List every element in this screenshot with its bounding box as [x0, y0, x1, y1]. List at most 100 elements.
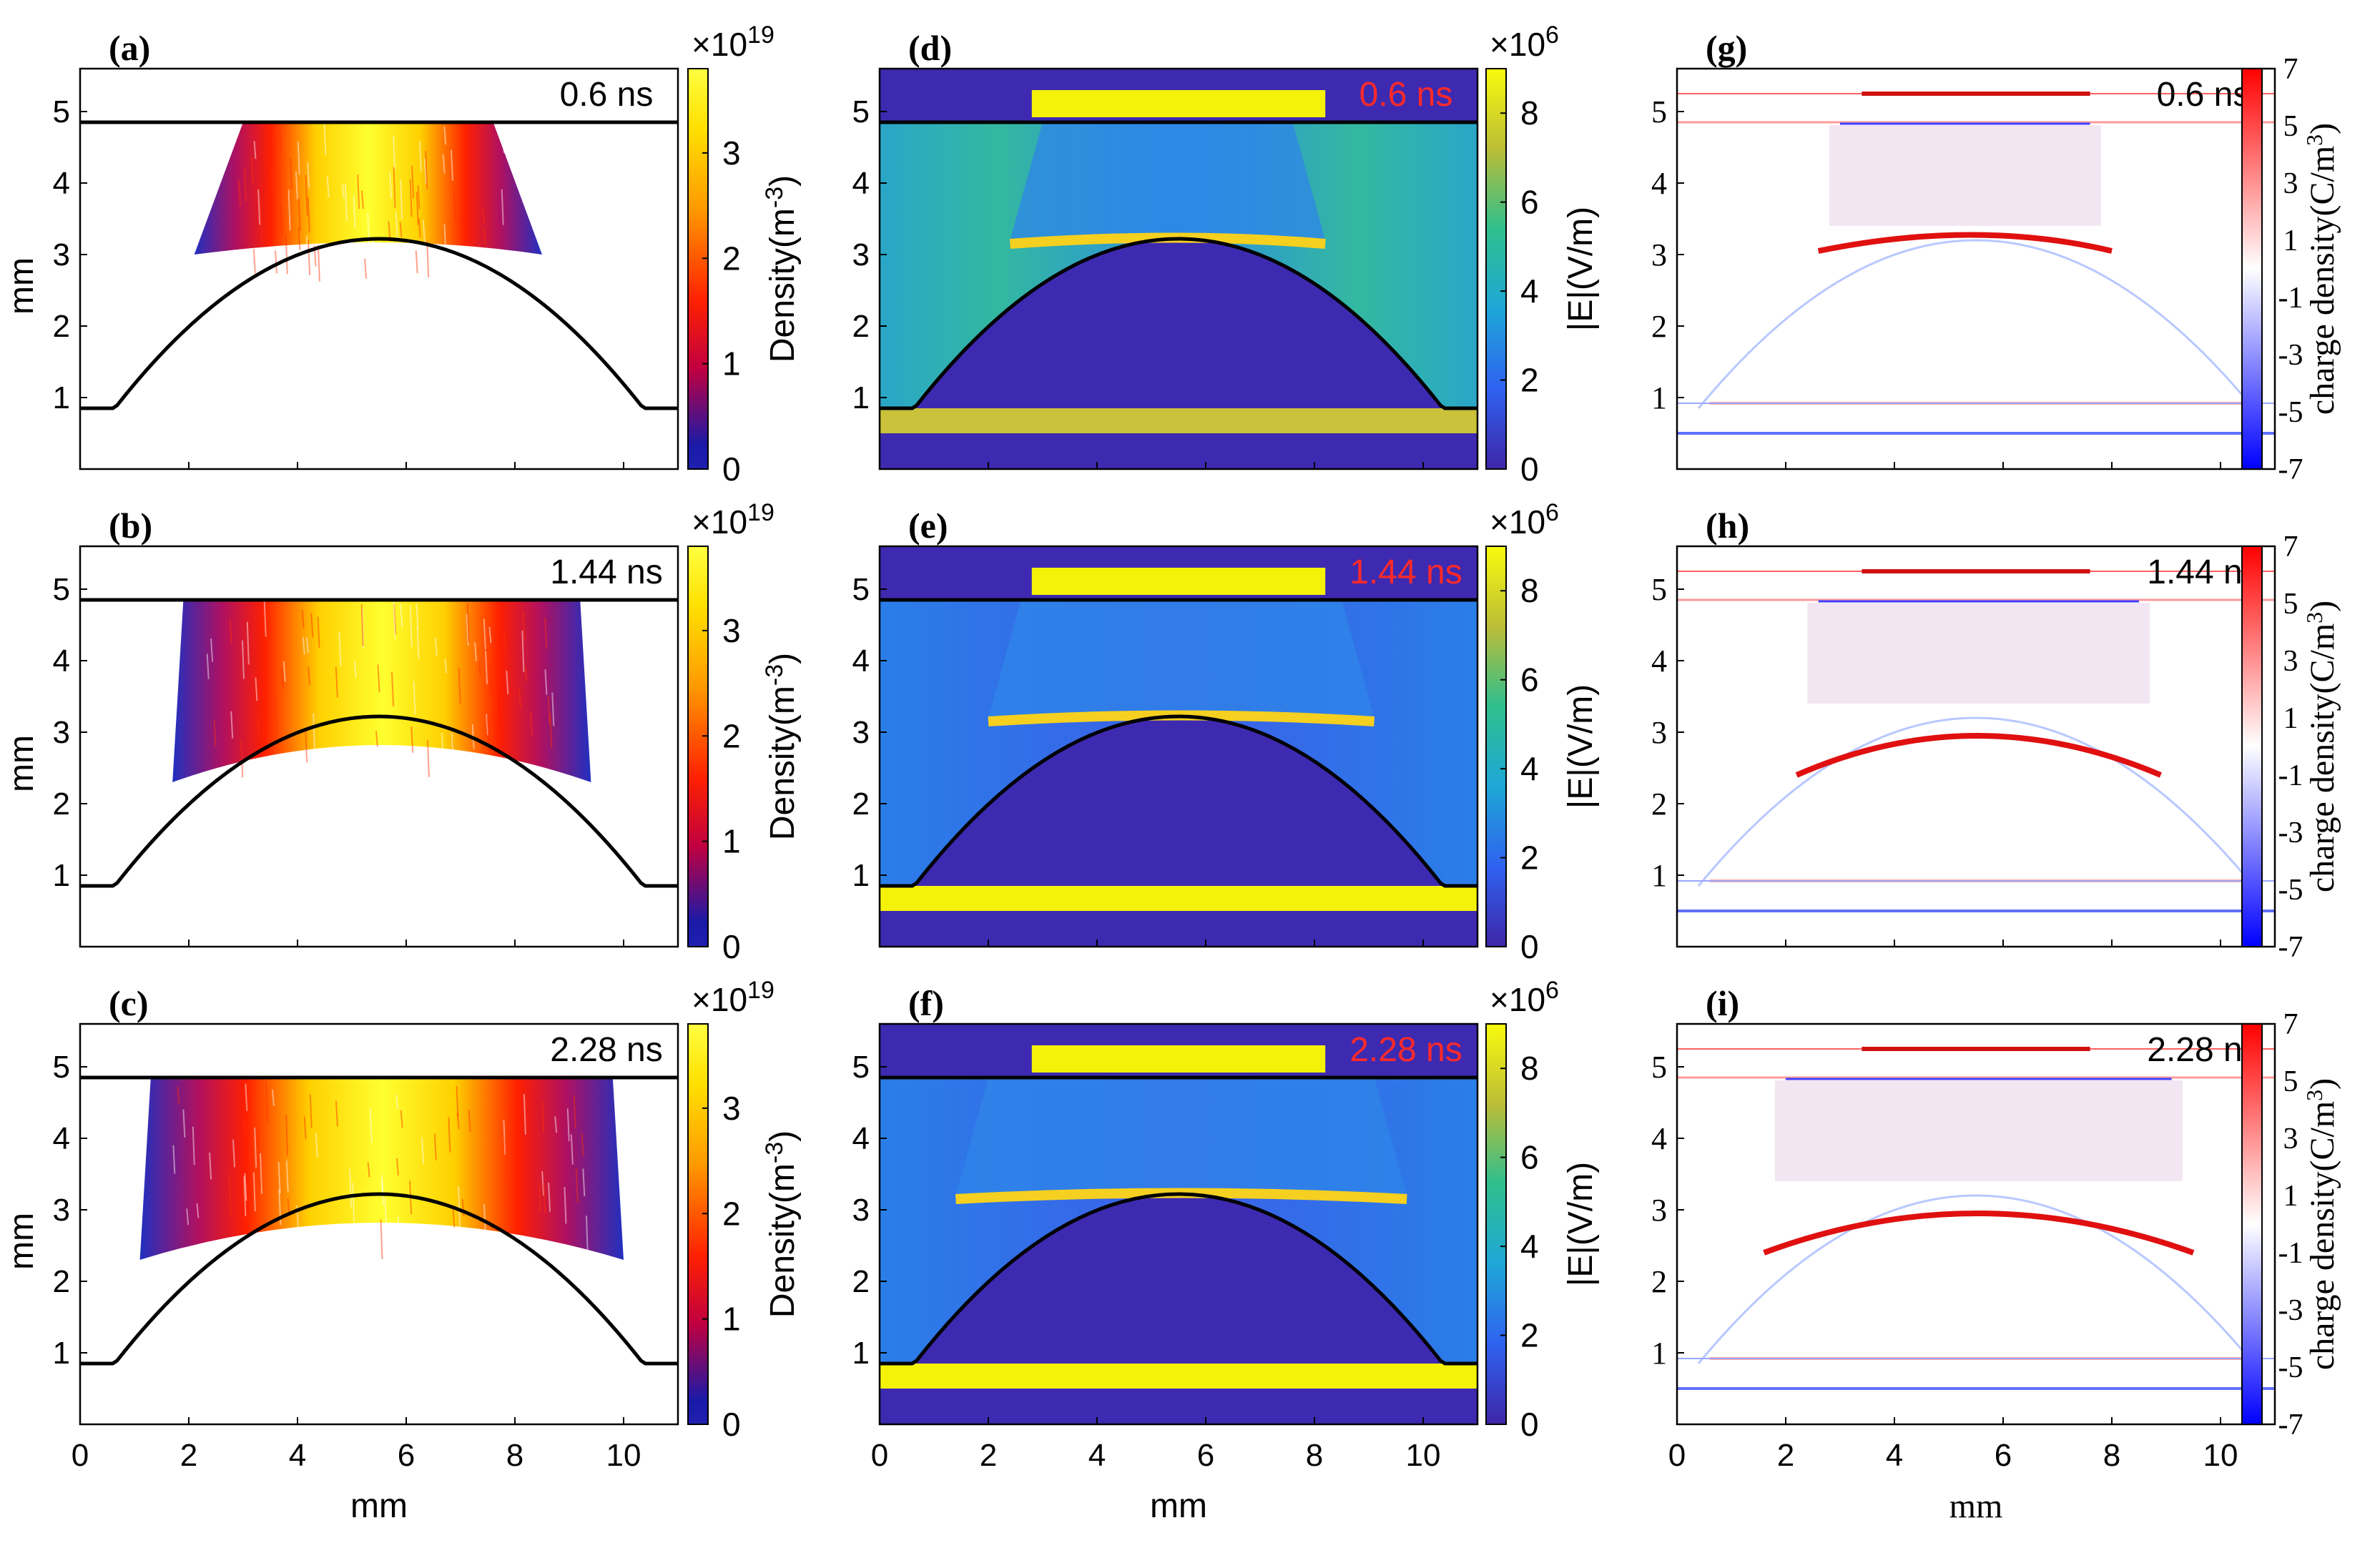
positive-charge-layer	[1817, 232, 2113, 254]
colorbar-tick-label: 2	[722, 717, 741, 754]
colorbar-tick-label: 8	[1520, 94, 1539, 132]
dome-electrode-boundary	[80, 714, 678, 888]
y-tick-label: 5	[852, 94, 870, 129]
x-tick-label: 8	[2103, 1438, 2120, 1473]
colorbar-tick-label: 1	[2283, 225, 2298, 257]
plasma-charge-region	[1829, 125, 2101, 226]
y-tick-label: 1	[53, 1336, 70, 1371]
colorbar-tick-label: 8	[1520, 1050, 1539, 1087]
y-axis-label: mm	[3, 735, 41, 792]
colorbar	[1485, 1023, 1507, 1425]
colorbar-tick-label: 0	[722, 450, 741, 488]
y-tick-label: 4	[53, 166, 70, 201]
colorbar-tick-label: 6	[1520, 1139, 1539, 1176]
y-tick-label: 4	[1651, 166, 1667, 201]
y-tick-label: 5	[53, 572, 70, 607]
plasma-charge-region	[1807, 603, 2150, 704]
dome-electrode-boundary	[80, 237, 678, 410]
y-tick-label: 1	[852, 380, 870, 415]
colorbar-tick-label: 7	[2283, 1008, 2298, 1041]
x-tick-label: 4	[289, 1438, 306, 1473]
colorbar-label: charge density(C/m3)	[2301, 1078, 2341, 1370]
panel-label: (d)	[908, 28, 952, 68]
colorbar-label: charge density(C/m3)	[2301, 123, 2341, 415]
y-tick-label: 2	[53, 309, 70, 344]
colorbar-label: |E|(V/m)	[1562, 1162, 1600, 1286]
y-tick-label: 3	[1651, 715, 1667, 750]
y-tick-label: 4	[53, 644, 70, 679]
time-label: 2.28 ns	[2147, 1031, 2259, 1069]
y-tick-label: 3	[53, 237, 70, 272]
time-label: 1.44 ns	[2147, 553, 2259, 591]
colorbar-tick-label: -3	[2278, 339, 2303, 372]
y-tick-label: 2	[852, 787, 870, 822]
colorbar-tick-label: 2	[1520, 1317, 1539, 1354]
colorbar-tick-label: -7	[2278, 453, 2303, 486]
time-label: 1.44 ns	[1349, 553, 1462, 591]
colorbar-tick-label: -5	[2278, 396, 2303, 429]
y-tick-label: 4	[852, 166, 870, 201]
y-tick-label: 2	[852, 1264, 870, 1299]
y-tick-label: 4	[852, 644, 870, 679]
positive-charge-layer	[1795, 733, 2162, 778]
y-tick-label: 5	[1651, 572, 1667, 607]
panel-d: 1 2 3 4 5 (d) 0.6 ns 0 2 4 6 8 ×106 |E|(V/m)	[852, 21, 1600, 488]
colorbar-multiplier: ×1019	[692, 21, 775, 63]
x-tick-label: 6	[398, 1438, 415, 1473]
panel-e: 1 2 3 4 5 (e) 1.44 ns 0 2 4 6 8 ×106 |E|(V/m)	[852, 499, 1600, 965]
time-label: 2.28 ns	[1349, 1031, 1462, 1069]
panel-label: (h)	[1706, 506, 1749, 546]
colorbar	[687, 1023, 709, 1425]
colorbar-tick-label: 4	[1520, 272, 1539, 310]
panel-i: 1 2 3 4 5 0 2 4 6 8 10 mm (i) 2.28 ns 7 5 3 1 -1 -3 -5 -7 char…	[1651, 983, 2341, 1525]
colorbar	[2241, 546, 2263, 947]
colorbar-tick-label: -7	[2278, 1409, 2303, 1441]
y-tick-label: 1	[1651, 1336, 1667, 1371]
y-tick-label: 2	[53, 787, 70, 822]
colorbar-tick-label: -1	[2278, 759, 2303, 792]
panel-b: 1 2 3 4 5 mm (b) 1.44 ns 0 1 2 3 ×1019 Density(m-3)	[3, 499, 802, 965]
time-label: 0.6 ns	[1359, 76, 1453, 114]
positive-charge-layer	[1763, 1211, 2195, 1256]
x-tick-label: 10	[606, 1438, 641, 1473]
plasma-charge-region	[1774, 1080, 2183, 1181]
x-tick-label: 0	[871, 1438, 888, 1473]
x-tick-label: 6	[1995, 1438, 2012, 1473]
y-tick-label: 4	[53, 1121, 70, 1156]
y-tick-label: 1	[852, 858, 870, 893]
y-tick-label: 5	[53, 1050, 70, 1085]
colorbar-multiplier: ×106	[1490, 21, 1559, 63]
y-tick-label: 2	[1651, 1264, 1667, 1299]
colorbar-tick-label: -7	[2278, 931, 2303, 964]
colorbar-tick-label: 3	[2283, 645, 2298, 678]
colorbar-tick-label: 3	[722, 1090, 741, 1127]
dome-charge-outline	[1697, 716, 2255, 887]
x-tick-label: 2	[180, 1438, 197, 1473]
plasma-density-region	[139, 1078, 624, 1260]
axes-frame	[1676, 67, 2276, 470]
x-tick-label: 2	[1777, 1438, 1794, 1473]
dome-charge-outline	[1697, 1194, 2255, 1364]
colorbar-tick-label: 0	[722, 928, 741, 965]
x-tick-label: 4	[1088, 1438, 1106, 1473]
colorbar	[2241, 68, 2263, 470]
colorbar-tick-label: 3	[722, 612, 741, 649]
y-tick-label: 1	[1651, 380, 1667, 415]
axes-frame	[79, 1022, 679, 1426]
y-tick-label: 5	[852, 572, 870, 607]
x-tick-label: 10	[1406, 1438, 1441, 1473]
colorbar	[1485, 68, 1507, 470]
colorbar-tick-label: 6	[1520, 184, 1539, 221]
y-axis-label: mm	[3, 257, 41, 315]
x-tick-label: 10	[2203, 1438, 2238, 1473]
colorbar	[1485, 546, 1507, 947]
colorbar-tick-label: 3	[2283, 1123, 2298, 1155]
y-tick-label: 1	[53, 858, 70, 893]
axes-frame	[878, 1022, 1479, 1426]
x-tick-label: 0	[72, 1438, 89, 1473]
dome-electrode-boundary	[880, 714, 1477, 888]
colorbar-tick-label: -1	[2278, 282, 2303, 315]
colorbar	[2241, 1023, 2263, 1425]
y-tick-label: 3	[53, 1193, 70, 1228]
